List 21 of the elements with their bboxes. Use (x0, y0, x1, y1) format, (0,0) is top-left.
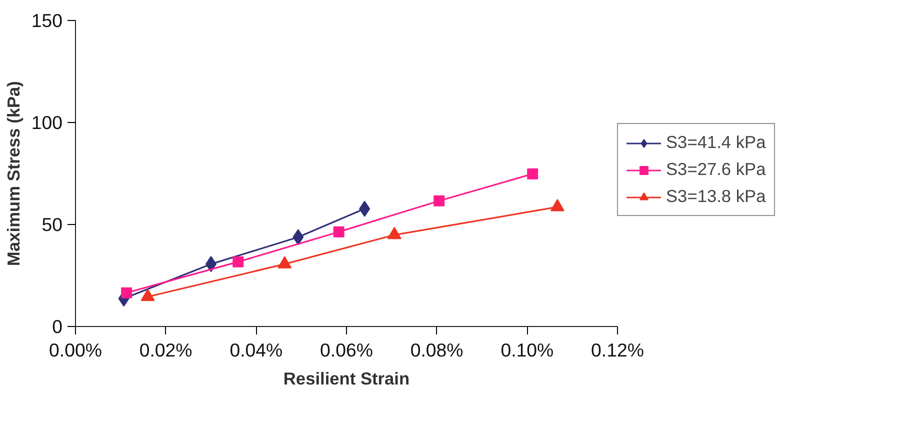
x-tick-label: 0.04% (230, 340, 283, 360)
point (232, 256, 244, 268)
legend-label: S3=13.8 kPa (666, 186, 766, 207)
x-tick-label: 0.08% (410, 340, 464, 360)
x-tick-label: 0.06% (320, 340, 373, 360)
y-axis-title: Maximum Stress (kPa) (3, 81, 24, 266)
x-tick-label: 0.10% (500, 340, 554, 360)
point (527, 168, 538, 180)
y-tick-label: 150 (31, 10, 63, 31)
point (121, 287, 132, 298)
x-tick-label: 0.12% (591, 340, 644, 360)
x-axis-title: Resilient Strain (283, 368, 410, 388)
y-tick-label: 0 (52, 316, 63, 337)
legend-label: S3=41.4 kPa (666, 132, 766, 153)
y-tick-label: 100 (31, 112, 63, 133)
point (434, 195, 445, 206)
x-tick-label: 0.02% (139, 340, 192, 360)
legend-label: S3=27.6 kPa (666, 159, 766, 180)
point (333, 226, 344, 238)
x-tick-label: 0.00% (49, 340, 102, 360)
y-tick-label: 50 (42, 214, 63, 235)
